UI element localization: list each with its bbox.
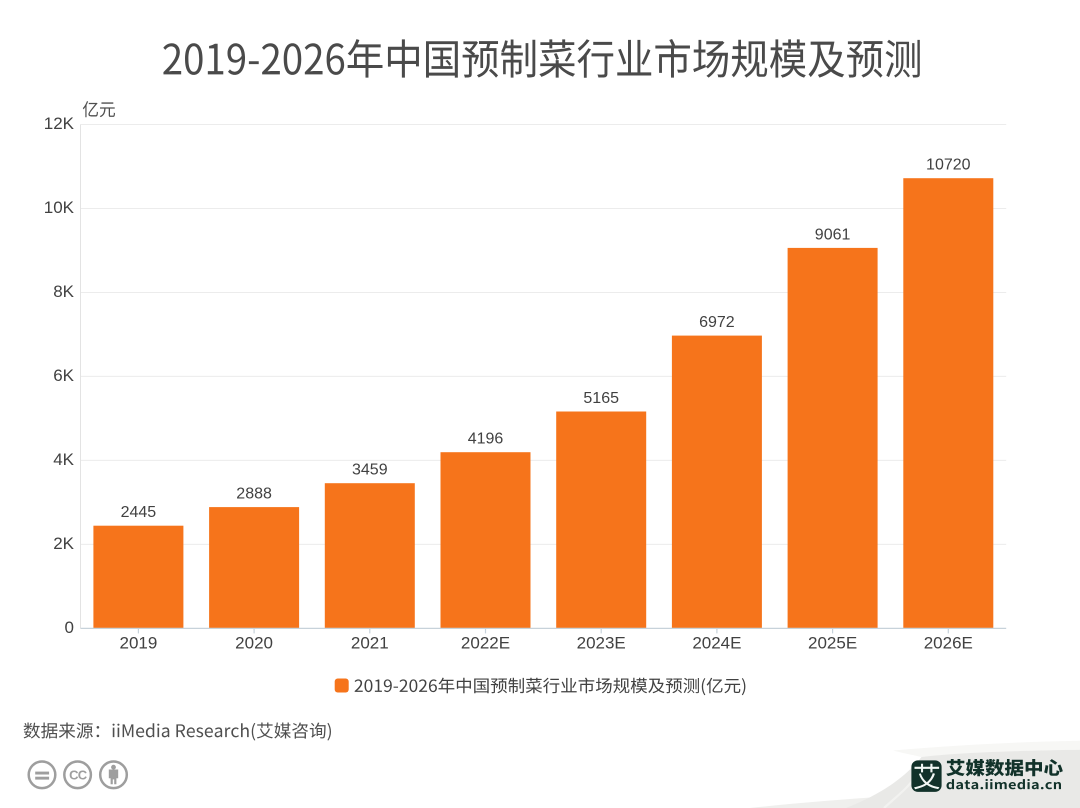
svg-text:3459: 3459 xyxy=(352,462,388,479)
svg-text:2025E: 2025E xyxy=(808,634,857,653)
svg-text:2026E: 2026E xyxy=(924,634,973,653)
svg-text:5165: 5165 xyxy=(583,390,619,407)
svg-text:6K: 6K xyxy=(53,366,74,385)
svg-text:10K: 10K xyxy=(44,198,75,217)
svg-text:2019: 2019 xyxy=(119,634,157,653)
svg-text:6972: 6972 xyxy=(699,314,735,331)
svg-text:2888: 2888 xyxy=(236,486,272,503)
svg-text:2024E: 2024E xyxy=(692,634,741,653)
svg-text:2022E: 2022E xyxy=(461,634,510,653)
svg-text:10720: 10720 xyxy=(926,157,971,174)
svg-text:2K: 2K xyxy=(53,534,74,553)
svg-text:9061: 9061 xyxy=(815,226,851,243)
svg-text:2021: 2021 xyxy=(351,634,389,653)
svg-text:0: 0 xyxy=(65,618,74,637)
svg-text:2445: 2445 xyxy=(121,504,157,521)
svg-text:2020: 2020 xyxy=(235,634,273,653)
svg-text:4K: 4K xyxy=(53,450,74,469)
svg-text:CC: CC xyxy=(69,768,88,783)
svg-text:2023E: 2023E xyxy=(577,634,626,653)
svg-text:4196: 4196 xyxy=(468,431,504,448)
svg-text:8K: 8K xyxy=(53,282,74,301)
svg-text:12K: 12K xyxy=(44,114,75,133)
